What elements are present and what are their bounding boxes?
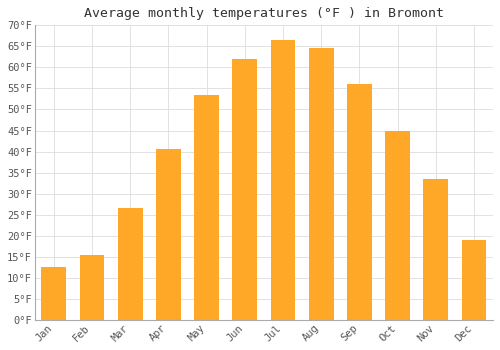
Bar [232,59,257,320]
Bar [80,255,104,320]
Bar [156,149,181,320]
Bar [424,179,448,320]
Bar [347,84,372,320]
Bar [118,208,142,320]
Bar [462,240,486,320]
Title: Average monthly temperatures (°F ) in Bromont: Average monthly temperatures (°F ) in Br… [84,7,444,20]
Bar [385,131,410,320]
Bar [309,48,334,320]
Bar [270,40,295,320]
Bar [42,267,66,320]
Bar [194,95,219,320]
